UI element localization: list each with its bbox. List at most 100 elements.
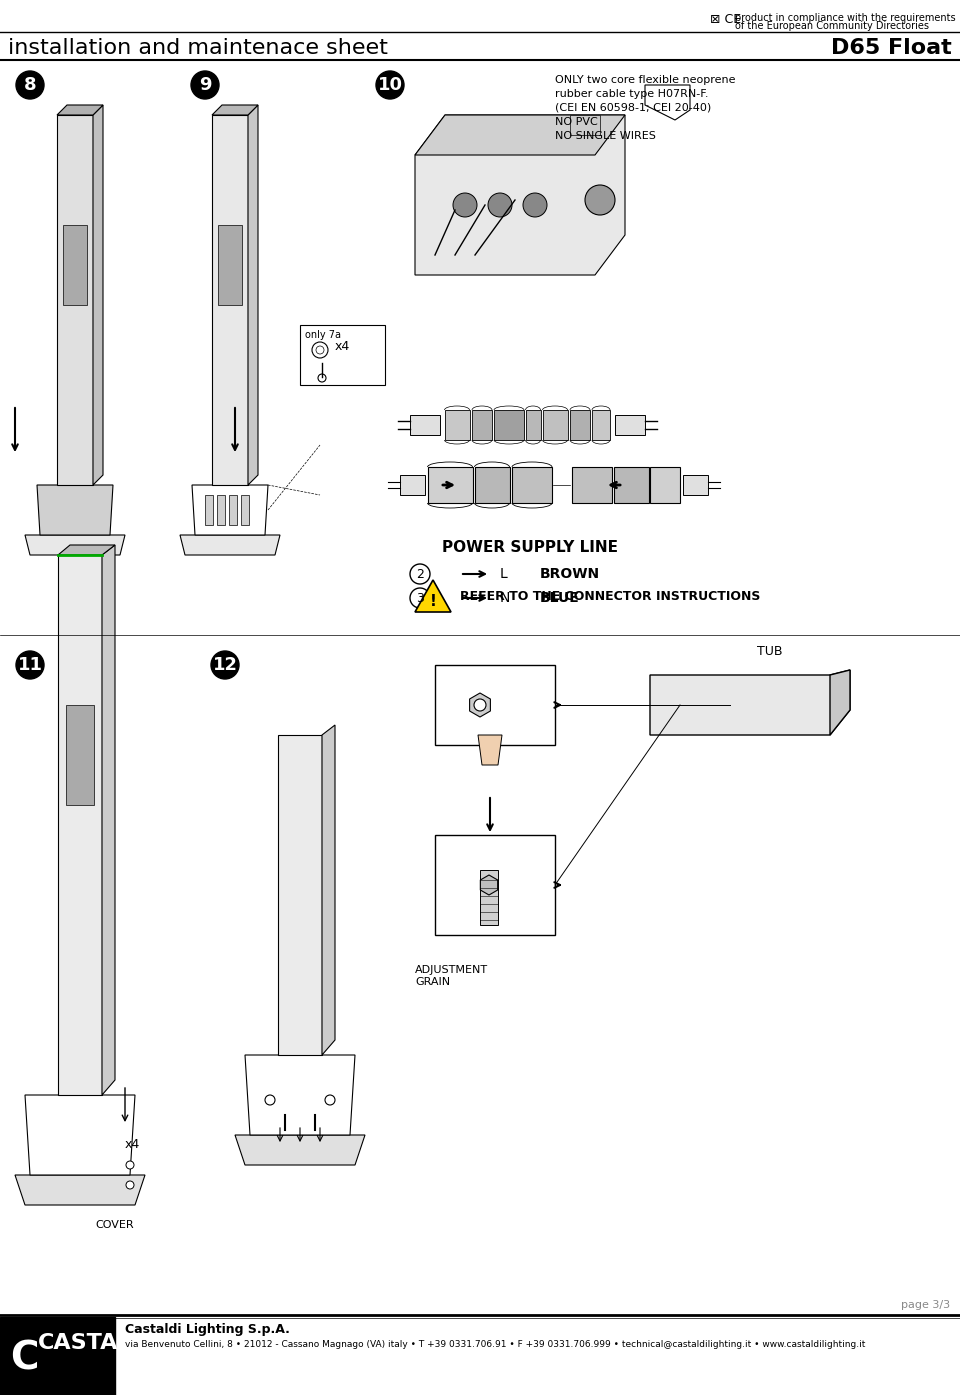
Polygon shape <box>180 536 280 555</box>
Text: CASTALDI: CASTALDI <box>38 1334 159 1353</box>
Text: 12: 12 <box>212 656 237 674</box>
Bar <box>543 410 568 439</box>
Text: C: C <box>10 1341 38 1378</box>
Text: POWER SUPPLY LINE: POWER SUPPLY LINE <box>442 540 618 555</box>
Text: ADJUSTMENT
GRAIN: ADJUSTMENT GRAIN <box>415 965 488 986</box>
Polygon shape <box>830 670 850 735</box>
Bar <box>212 114 248 485</box>
Polygon shape <box>478 735 502 764</box>
Text: 8: 8 <box>24 75 36 93</box>
Polygon shape <box>415 580 451 612</box>
Polygon shape <box>25 1095 135 1175</box>
Bar <box>400 476 425 495</box>
Text: rubber cable type H07RN-F.: rubber cable type H07RN-F. <box>555 89 708 99</box>
Bar <box>494 410 524 439</box>
Bar <box>66 704 94 805</box>
Polygon shape <box>37 485 113 536</box>
Text: ⊠ CE: ⊠ CE <box>710 13 741 27</box>
Polygon shape <box>322 725 335 1055</box>
Bar <box>445 410 470 439</box>
Bar <box>615 414 645 435</box>
Circle shape <box>488 193 512 218</box>
Text: !: ! <box>429 594 437 610</box>
Bar <box>58 555 102 1095</box>
Bar <box>512 467 552 504</box>
Circle shape <box>211 651 239 679</box>
Text: x4: x4 <box>335 340 350 353</box>
Circle shape <box>585 186 615 215</box>
Bar <box>57 114 93 485</box>
Text: x4: x4 <box>125 1138 140 1151</box>
Circle shape <box>376 71 404 99</box>
Text: (CEI EN 60598-1; CEI 20-40): (CEI EN 60598-1; CEI 20-40) <box>555 103 711 113</box>
Text: 11: 11 <box>17 656 42 674</box>
Bar <box>480 870 498 925</box>
Text: REFER TO THE CONNECTOR INSTRUCTIONS: REFER TO THE CONNECTOR INSTRUCTIONS <box>460 590 760 603</box>
Text: product in compliance with the requirements: product in compliance with the requireme… <box>735 13 955 22</box>
Polygon shape <box>192 485 268 536</box>
Bar <box>435 665 555 745</box>
Polygon shape <box>93 105 103 485</box>
Bar <box>526 410 541 439</box>
Circle shape <box>453 193 477 218</box>
Circle shape <box>16 651 44 679</box>
Bar <box>229 495 237 525</box>
Polygon shape <box>102 545 115 1095</box>
Text: 9: 9 <box>199 75 211 93</box>
Text: ONLY two core flexible neoprene: ONLY two core flexible neoprene <box>555 75 735 85</box>
Circle shape <box>474 699 486 711</box>
Bar <box>592 410 610 439</box>
Polygon shape <box>25 536 125 555</box>
Bar <box>0 1317 115 1395</box>
Bar <box>217 495 225 525</box>
Bar <box>241 495 249 525</box>
Bar <box>475 467 510 504</box>
Circle shape <box>265 1095 275 1105</box>
Bar <box>205 495 213 525</box>
Circle shape <box>126 1161 134 1169</box>
Bar <box>278 735 322 1055</box>
Bar <box>570 410 590 439</box>
Text: page 3/3: page 3/3 <box>900 1300 950 1310</box>
Text: only 7a: only 7a <box>305 331 341 340</box>
Bar <box>435 836 555 935</box>
Text: L: L <box>500 566 508 580</box>
Text: 10: 10 <box>377 75 402 93</box>
Bar <box>428 467 473 504</box>
Text: of the European Community Directories: of the European Community Directories <box>735 21 929 31</box>
Bar <box>650 467 680 504</box>
Polygon shape <box>248 105 258 485</box>
Polygon shape <box>235 1136 365 1165</box>
Text: via Benvenuto Cellini, 8 • 21012 - Cassano Magnago (VA) italy • T +39 0331.706.9: via Benvenuto Cellini, 8 • 21012 - Cassa… <box>125 1341 865 1349</box>
Text: NO SINGLE WIRES: NO SINGLE WIRES <box>555 131 656 141</box>
Bar <box>570 114 600 135</box>
Text: TUB: TUB <box>757 644 782 658</box>
Polygon shape <box>58 545 115 555</box>
Polygon shape <box>415 114 625 155</box>
Text: Castaldi Lighting S.p.A.: Castaldi Lighting S.p.A. <box>125 1322 290 1336</box>
Polygon shape <box>57 105 103 114</box>
Polygon shape <box>245 1055 355 1136</box>
Text: NO PVC: NO PVC <box>555 117 598 127</box>
Circle shape <box>126 1182 134 1189</box>
Bar <box>300 325 385 385</box>
Text: D65 Float: D65 Float <box>831 38 952 59</box>
Circle shape <box>523 193 547 218</box>
Polygon shape <box>415 114 625 275</box>
Bar <box>410 414 440 435</box>
Polygon shape <box>480 875 497 896</box>
Bar <box>472 410 492 439</box>
Text: COVER: COVER <box>95 1221 133 1230</box>
Bar <box>683 476 708 495</box>
Bar <box>218 225 242 306</box>
Text: BLUE: BLUE <box>540 591 580 605</box>
Polygon shape <box>650 670 850 735</box>
Bar <box>63 225 87 306</box>
Circle shape <box>16 71 44 99</box>
Text: installation and maintenace sheet: installation and maintenace sheet <box>8 38 388 59</box>
Circle shape <box>325 1095 335 1105</box>
Text: 2: 2 <box>416 568 424 580</box>
Text: BROWN: BROWN <box>540 566 600 580</box>
Text: N: N <box>500 591 511 605</box>
Bar <box>572 467 612 504</box>
